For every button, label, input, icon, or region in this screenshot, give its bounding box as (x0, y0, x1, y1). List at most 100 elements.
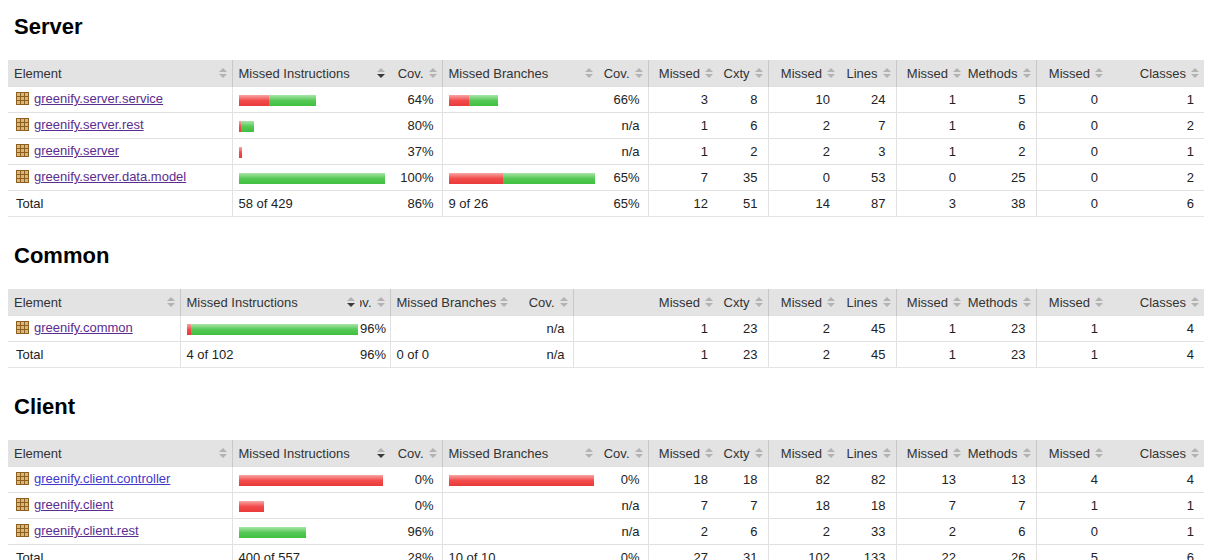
col-header-methods[interactable]: Methods (966, 440, 1036, 467)
counter-cell-lines: 3 (840, 139, 896, 165)
package-link[interactable]: greenify.client.controller (34, 471, 170, 486)
package-link[interactable]: greenify.server.data.model (34, 169, 186, 184)
col-header-missed-classes[interactable]: Missed (1036, 440, 1108, 467)
col-header-branches-coverage[interactable]: Cov. (598, 60, 648, 87)
col-header-missed-cxty[interactable]: Missed (648, 60, 718, 87)
total-counter-cell-missed-cxty: 12 (648, 191, 718, 217)
counter-cell-lines: 45 (840, 316, 896, 342)
col-header-content: Element (8, 446, 232, 461)
sort-icon (755, 297, 763, 307)
col-header-lines[interactable]: Lines (840, 60, 896, 87)
element-cell: greenify.server (8, 139, 232, 165)
sort-down-arrow (377, 74, 385, 78)
col-header-missed-classes[interactable]: Missed (1036, 60, 1108, 87)
col-header-element[interactable]: Element (8, 289, 180, 316)
col-header-cxty[interactable]: Cxty (718, 60, 768, 87)
total-counter-cell-missed-lines: 14 (768, 191, 840, 217)
sort-down-arrow (1095, 303, 1103, 307)
element-cell: greenify.client.rest (8, 519, 232, 545)
col-header-content: Missed (649, 446, 719, 461)
branches-bar-cell (442, 165, 598, 191)
instructions-coverage-cell: 80% (390, 113, 442, 139)
col-header-instructions-coverage[interactable]: Cov. (390, 440, 442, 467)
counter-cell-missed-methods: 0 (896, 165, 966, 191)
col-header-missed-lines[interactable]: Missed (768, 289, 840, 316)
sort-down-arrow (377, 303, 385, 307)
covered-bar (239, 527, 306, 538)
sort-up-arrow (953, 448, 961, 452)
col-header-missed-branches[interactable]: Missed Branches (442, 60, 598, 87)
col-header-label: Element (14, 295, 62, 310)
total-counter-cell-classes: 6 (1108, 545, 1204, 560)
sort-down-arrow (585, 74, 593, 78)
col-header-lines[interactable]: Lines (840, 440, 896, 467)
col-header-methods[interactable]: Methods (966, 289, 1036, 316)
package-link[interactable]: greenify.server.service (34, 91, 163, 106)
col-header-missed-cxty[interactable]: Missed (573, 289, 718, 316)
total-instructions-cell: 400 of 557 (232, 545, 390, 560)
col-header-classes[interactable]: Classes (1108, 440, 1204, 467)
sort-icon (705, 297, 713, 307)
col-header-methods[interactable]: Methods (966, 60, 1036, 87)
sort-down-arrow (953, 454, 961, 458)
col-header-missed-instructions[interactable]: Missed Instructions (180, 289, 360, 316)
col-header-cxty[interactable]: Cxty (718, 440, 768, 467)
table-row: greenify.server.service64%66%3810241501 (8, 87, 1204, 113)
package-link[interactable]: greenify.client.rest (34, 523, 139, 538)
package-link[interactable]: greenify.client (34, 497, 113, 512)
sort-icon (1191, 68, 1199, 78)
col-header-element[interactable]: Element (8, 440, 232, 467)
branches-coverage-cell: n/a (598, 493, 648, 519)
col-header-missed-instructions[interactable]: Missed Instructions (232, 440, 390, 467)
total-counter-cell-methods: 38 (966, 191, 1036, 217)
col-header-classes[interactable]: Classes (1108, 289, 1204, 316)
sort-down-arrow (377, 454, 385, 458)
col-header-missed-instructions[interactable]: Missed Instructions (232, 60, 390, 87)
col-header-missed-methods[interactable]: Missed (896, 440, 966, 467)
total-branches-cell: 9 of 26 (442, 191, 598, 217)
sort-up-arrow (755, 68, 763, 72)
instructions-coverage-cell: 100% (390, 165, 442, 191)
sort-up-arrow (827, 68, 835, 72)
col-header-instructions-coverage[interactable]: Cov. (390, 60, 442, 87)
col-header-label: Missed Instructions (187, 295, 298, 310)
total-branches-cell: 0 of 0 (390, 342, 513, 368)
package-link[interactable]: greenify.common (34, 320, 133, 335)
col-header-instructions-coverage[interactable]: Cov. (360, 289, 390, 316)
branches-coverage-cell: n/a (598, 113, 648, 139)
sort-icon (560, 297, 568, 307)
counter-cell-methods: 5 (966, 87, 1036, 113)
package-link[interactable]: greenify.server.rest (34, 117, 144, 132)
counter-cell-missed-methods: 1 (896, 87, 966, 113)
col-header-classes[interactable]: Classes (1108, 60, 1204, 87)
table-row: greenify.client.controller0%0%1818828213… (8, 467, 1204, 493)
counter-cell-cxty: 8 (718, 87, 768, 113)
col-header-missed-cxty[interactable]: Missed (648, 440, 718, 467)
col-header-missed-lines[interactable]: Missed (768, 60, 840, 87)
counter-cell-cxty: 23 (718, 316, 768, 342)
total-counter-cell-missed-methods: 22 (896, 545, 966, 560)
col-header-label: Missed (907, 66, 948, 81)
col-header-branches-coverage[interactable]: Cov. (513, 289, 573, 316)
col-header-branches-coverage[interactable]: Cov. (598, 440, 648, 467)
col-header-cxty[interactable]: Cxty (718, 289, 768, 316)
col-header-missed-methods[interactable]: Missed (896, 289, 966, 316)
counter-cell-missed-cxty: 2 (648, 519, 718, 545)
col-header-missed-lines[interactable]: Missed (768, 440, 840, 467)
col-header-missed-branches[interactable]: Missed Branches (442, 440, 598, 467)
col-header-label: Missed Instructions (239, 66, 350, 81)
counter-cell-missed-lines: 2 (768, 113, 840, 139)
col-header-content: Missed Instructions (181, 295, 361, 310)
package-link[interactable]: greenify.server (34, 143, 119, 158)
col-header-element[interactable]: Element (8, 60, 232, 87)
col-header-lines[interactable]: Lines (840, 289, 896, 316)
col-header-missed-branches[interactable]: Missed Branches (390, 289, 513, 316)
table-row: greenify.server.rest80%n/a16271602 (8, 113, 1204, 139)
col-header-missed-classes[interactable]: Missed (1036, 289, 1108, 316)
counter-cell-methods: 13 (966, 467, 1036, 493)
col-header-content: Methods (966, 446, 1036, 461)
sort-icon (500, 297, 508, 307)
total-counter-cell-cxty: 31 (718, 545, 768, 560)
total-counter-cell-missed-cxty: 27 (648, 545, 718, 560)
col-header-missed-methods[interactable]: Missed (896, 60, 966, 87)
